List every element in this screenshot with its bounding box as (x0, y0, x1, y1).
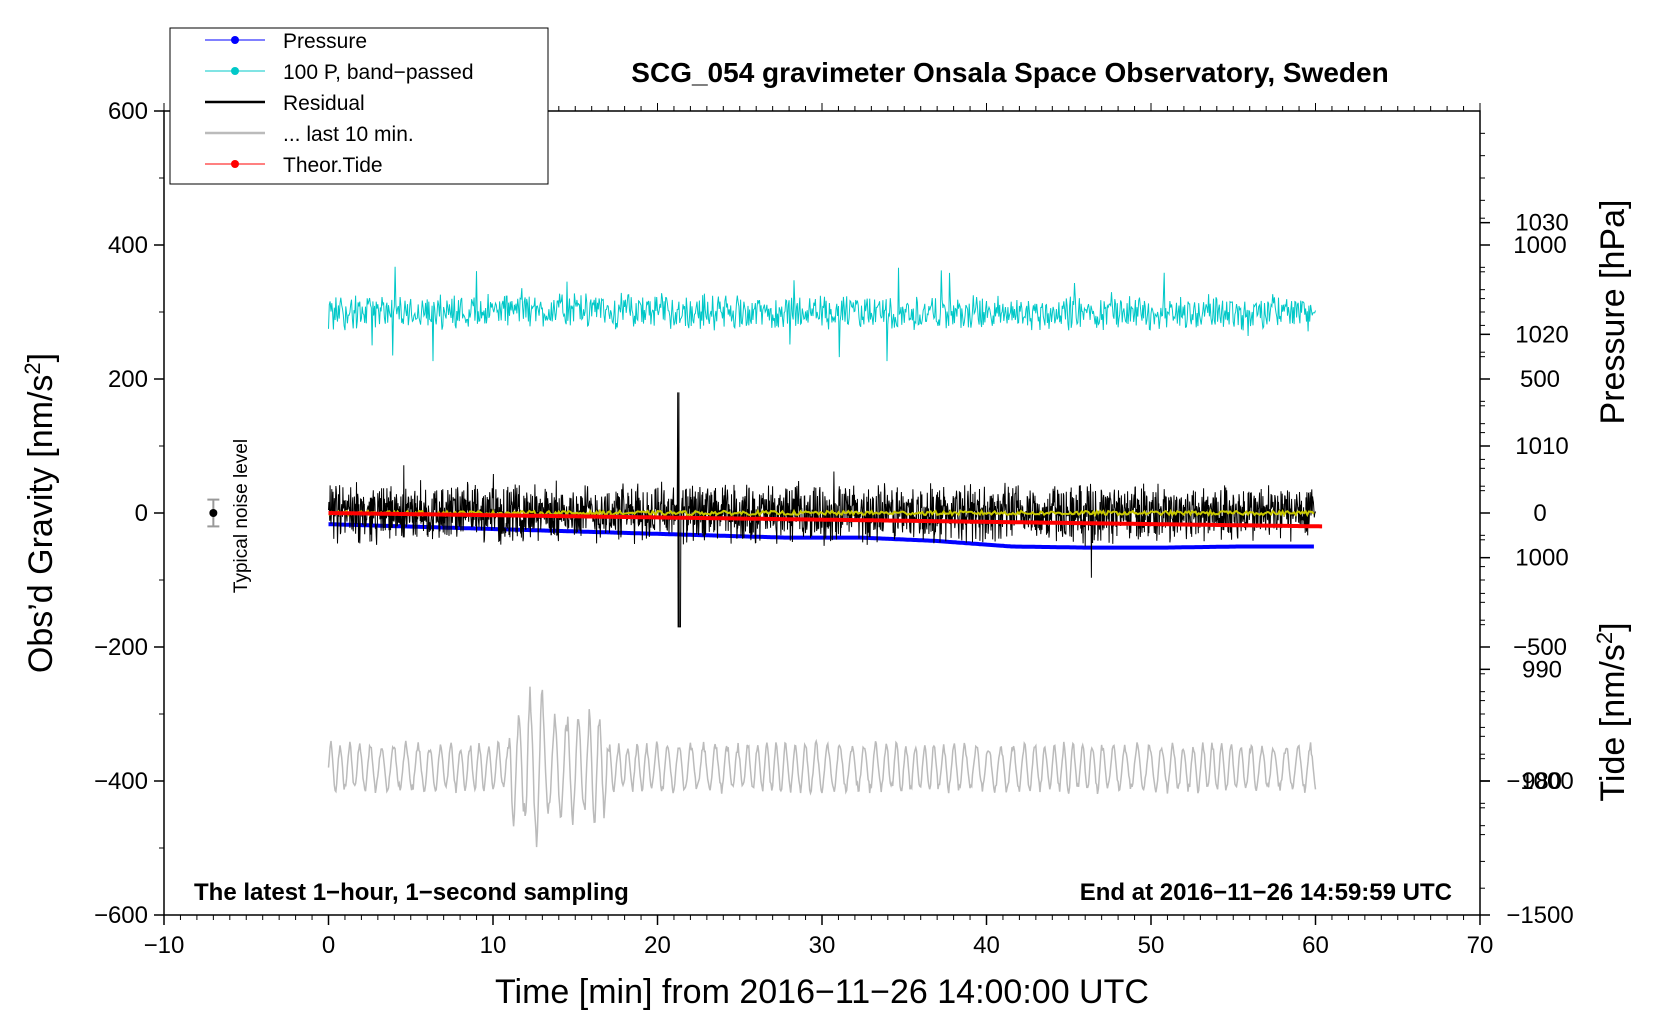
left-axis-title: Obs’d Gravity [nm/s2] (20, 353, 60, 673)
y-tick-label: 600 (108, 98, 148, 125)
x-tick-label: −10 (144, 932, 185, 959)
annotation-end-time: End at 2016−11−26 14:59:59 UTC (1080, 879, 1452, 906)
series-layer (327, 266, 1323, 848)
x-tick-label: 10 (480, 932, 507, 959)
legend: Pressure 100 P, band−passed Residual ... la… (169, 27, 549, 185)
series-theoretical-tide (328, 511, 1323, 529)
pressure-axis-title: Pressure [hPa] (1594, 200, 1632, 425)
x-axis-title: Time [min] from 2016−11−26 14:00:00 UTC (495, 973, 1149, 1011)
series-residual-smoothed (328, 508, 1315, 518)
pressure-tick-label: 980 (1522, 768, 1562, 795)
legend-label: 100 P, band−passed (283, 61, 474, 84)
series-pressure (328, 522, 1314, 550)
pressure-tick-label: 1010 (1515, 433, 1568, 460)
series-residual (328, 392, 1316, 628)
y-tick-label: 0 (135, 500, 148, 527)
legend-label: Pressure (283, 30, 367, 53)
tide-axis-title-end: ] (1594, 622, 1632, 631)
x-tick-label: 0 (322, 932, 335, 959)
y-tick-label: −600 (94, 902, 148, 929)
x-tick-label: 70 (1467, 932, 1494, 959)
tide-axis-title: Tide [nm/s2] (1592, 622, 1632, 801)
legend-label: Residual (283, 92, 365, 115)
pressure-tick-label: 1030 (1515, 210, 1568, 237)
legend-box (169, 27, 549, 185)
left-axis-title-main: Obs’d Gravity [nm/s (22, 375, 60, 674)
x-tick-label: 50 (1138, 932, 1165, 959)
left-axis-title-end: ] (22, 353, 60, 362)
x-tick-label: 40 (973, 932, 1000, 959)
tide-tick-label: 0 (1533, 500, 1546, 527)
pressure-tick-label: 990 (1522, 656, 1562, 683)
tide-tick-label: −1000 (1506, 768, 1573, 795)
series-band-passed-pressure (328, 266, 1316, 362)
noise-label: Typical noise level (231, 439, 252, 593)
legend-label: Theor.Tide (283, 154, 383, 177)
legend-label: ... last 10 min. (283, 123, 414, 146)
legend-marker (231, 160, 239, 168)
tide-tick-label: −500 (1513, 634, 1567, 661)
tide-tick-label: 500 (1520, 366, 1560, 393)
left-axis-title-sup: 2 (20, 362, 45, 374)
noise-marker (209, 509, 218, 517)
tide-tick-label: −1500 (1506, 902, 1573, 929)
y-tick-label: 200 (108, 366, 148, 393)
y-tick-label: 400 (108, 232, 148, 259)
y-tick-label: −200 (94, 634, 148, 661)
x-tick-label: 30 (809, 932, 836, 959)
tide-tick-label: 1000 (1513, 232, 1566, 259)
tide-axis-title-sup: 2 (1592, 632, 1617, 644)
x-tick-label: 20 (644, 932, 671, 959)
x-tick-label: 60 (1302, 932, 1329, 959)
legend-marker (231, 36, 239, 44)
legend-marker (231, 67, 239, 75)
y-tick-label: −400 (94, 768, 148, 795)
annotation-sampling: The latest 1−hour, 1−second sampling (194, 879, 629, 906)
tide-axis-title-main: Tide [nm/s (1594, 644, 1632, 801)
noise-indicator: Typical noise level (207, 439, 252, 593)
series-last-10-min (327, 686, 1317, 848)
pressure-tick-label: 1000 (1515, 545, 1568, 572)
ticks-layer: −10 0 10 20 30 40 50 60 70−600−400−2000200400600… (94, 98, 1574, 959)
chart-title: SCG_054 gravimeter Onsala Space Observat… (631, 57, 1388, 88)
pressure-tick-label: 1020 (1515, 321, 1568, 348)
